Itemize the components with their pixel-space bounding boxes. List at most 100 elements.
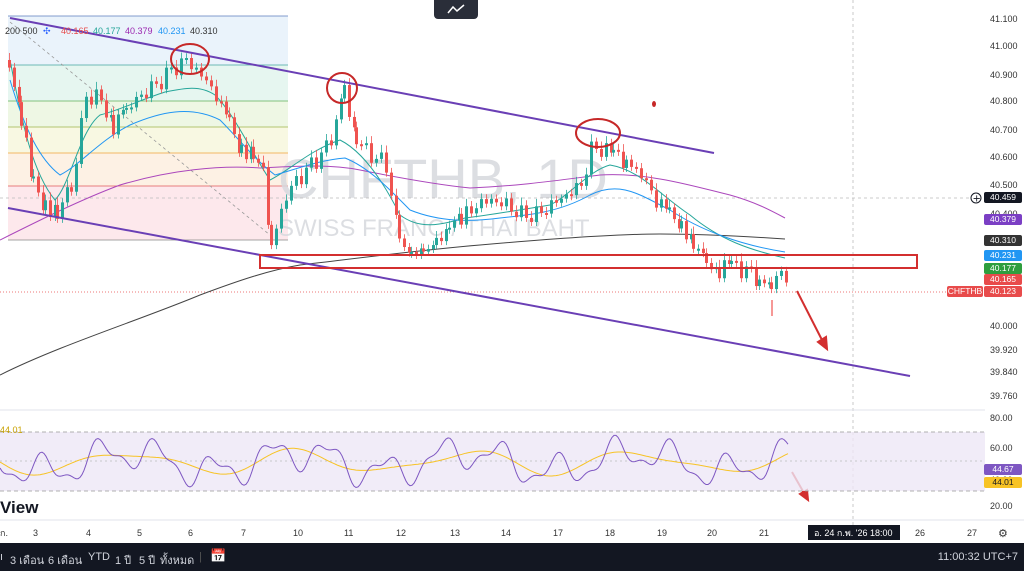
candle-body [25, 125, 28, 138]
price-tag-40.459: 40.459 [984, 192, 1022, 203]
range-3m[interactable]: 3 เดือน [10, 555, 45, 567]
ma-200-line [0, 165, 786, 241]
candle-body [335, 119, 338, 146]
price-tick-label: 40.000 [990, 321, 1018, 331]
candle-body [32, 176, 35, 179]
candle-body [125, 107, 128, 110]
candle-body [408, 247, 411, 253]
candle-body [730, 260, 733, 265]
swing-high-circle-2[interactable] [326, 72, 358, 104]
add-alert-button[interactable] [970, 192, 982, 204]
candle-body [66, 187, 69, 203]
candle-body [580, 183, 583, 186]
candle-body [44, 200, 47, 211]
candle-body [635, 166, 638, 169]
candle-body [445, 229, 448, 242]
candle-body [315, 157, 318, 169]
swing-high-circle-3[interactable] [575, 118, 621, 148]
candle-body [540, 206, 543, 213]
candle-body [240, 144, 243, 153]
candle-body [165, 67, 168, 90]
candle-body [690, 233, 693, 240]
range-1y[interactable]: 1 ปี [115, 555, 132, 567]
crosshair-date-label-bg [808, 525, 900, 540]
candle-body [612, 149, 615, 153]
candle-body [755, 267, 758, 287]
candle-body [622, 151, 625, 168]
time-tick-label: 21 [759, 528, 769, 538]
range-5y[interactable]: 5 ปี [139, 555, 156, 567]
price-tag-40.123: 40.123 [984, 286, 1022, 297]
range-all[interactable]: ทั้งหมด [160, 555, 195, 567]
candle-body [422, 248, 425, 252]
candle-body [117, 114, 120, 135]
candle-body [678, 219, 681, 229]
candle-body [718, 267, 721, 279]
candle-body [470, 206, 473, 214]
candle-body [375, 158, 378, 163]
price-axis[interactable]: 41.100 41.000 40.900 40.800 40.700 40.600 40.5… [990, 14, 1018, 401]
candle-body [640, 168, 643, 179]
swing-high-circle-1[interactable] [170, 43, 210, 75]
gear-icon[interactable]: ⚙ [998, 527, 1008, 540]
chart-toolbar-toggle[interactable] [434, 0, 478, 19]
candle-body [18, 86, 21, 103]
symbol-description-watermark: SWISS FRANC / THAI BAHT [278, 215, 590, 242]
range-ytd[interactable]: YTD [88, 551, 110, 563]
time-tick-label: 5 [137, 528, 142, 538]
toolbar-left-cut: ı [0, 551, 4, 563]
candle-body [285, 200, 288, 209]
rsi-ma-line [0, 447, 789, 477]
candle-body [160, 83, 163, 90]
candle-body [723, 260, 726, 279]
candle-body [535, 206, 538, 223]
candle-body [645, 178, 648, 181]
candle-body [575, 183, 578, 196]
candle-body [13, 67, 16, 87]
rsi-left-value: 44.01 [0, 425, 23, 435]
candle-body [605, 143, 608, 157]
time-tick-label: 19 [657, 528, 667, 538]
rsi-pane[interactable]: 44.01 [0, 425, 985, 492]
candle-body [505, 198, 508, 207]
candle-body [610, 143, 613, 153]
candle-body [485, 199, 488, 204]
candle-body [275, 228, 278, 246]
support-zone-rectangle[interactable] [259, 254, 918, 269]
candle-body [735, 260, 738, 263]
legend-settings-icon[interactable]: ✣ [43, 27, 51, 37]
plus-icon: + [973, 194, 981, 205]
price-tick-label: 39.920 [990, 345, 1018, 355]
time-tick-label: 17 [553, 528, 563, 538]
candle-body [42, 192, 45, 211]
candle-body [600, 149, 603, 157]
range-6m[interactable]: 6 เดือน [48, 555, 83, 567]
time-axis[interactable]: 3 4 5 6 7 10 11 12 13 14 17 18 19 20 21 26 27 [33, 528, 977, 538]
candle-body [590, 141, 593, 175]
calendar-icon[interactable]: 📅 [210, 549, 227, 564]
bearish-arrow-price[interactable] [796, 290, 829, 352]
candle-body [432, 245, 435, 250]
candle-body [500, 202, 503, 207]
clock-readout[interactable]: 11:00:32 UTC+7 [937, 551, 1018, 563]
candle-body [403, 238, 406, 248]
rsi-tick-label: 20.00 [990, 501, 1013, 511]
candle-body [390, 172, 393, 196]
candle-body [768, 282, 771, 285]
candle-body [330, 140, 333, 146]
time-axis-left-label: ก. [0, 528, 8, 538]
candle-body [320, 152, 323, 169]
candle-body [763, 279, 766, 284]
candle-body [692, 233, 695, 249]
candle-body [170, 67, 173, 70]
candle-body [650, 179, 653, 191]
swing-high-markers[interactable] [170, 43, 621, 148]
symbol-tag: CHFTHB [947, 286, 983, 297]
candle-body [453, 220, 456, 228]
candle-body [673, 207, 676, 220]
descending-channel[interactable] [7, 17, 911, 377]
candle-body [195, 67, 198, 70]
price-tick-label: 41.000 [990, 41, 1018, 51]
